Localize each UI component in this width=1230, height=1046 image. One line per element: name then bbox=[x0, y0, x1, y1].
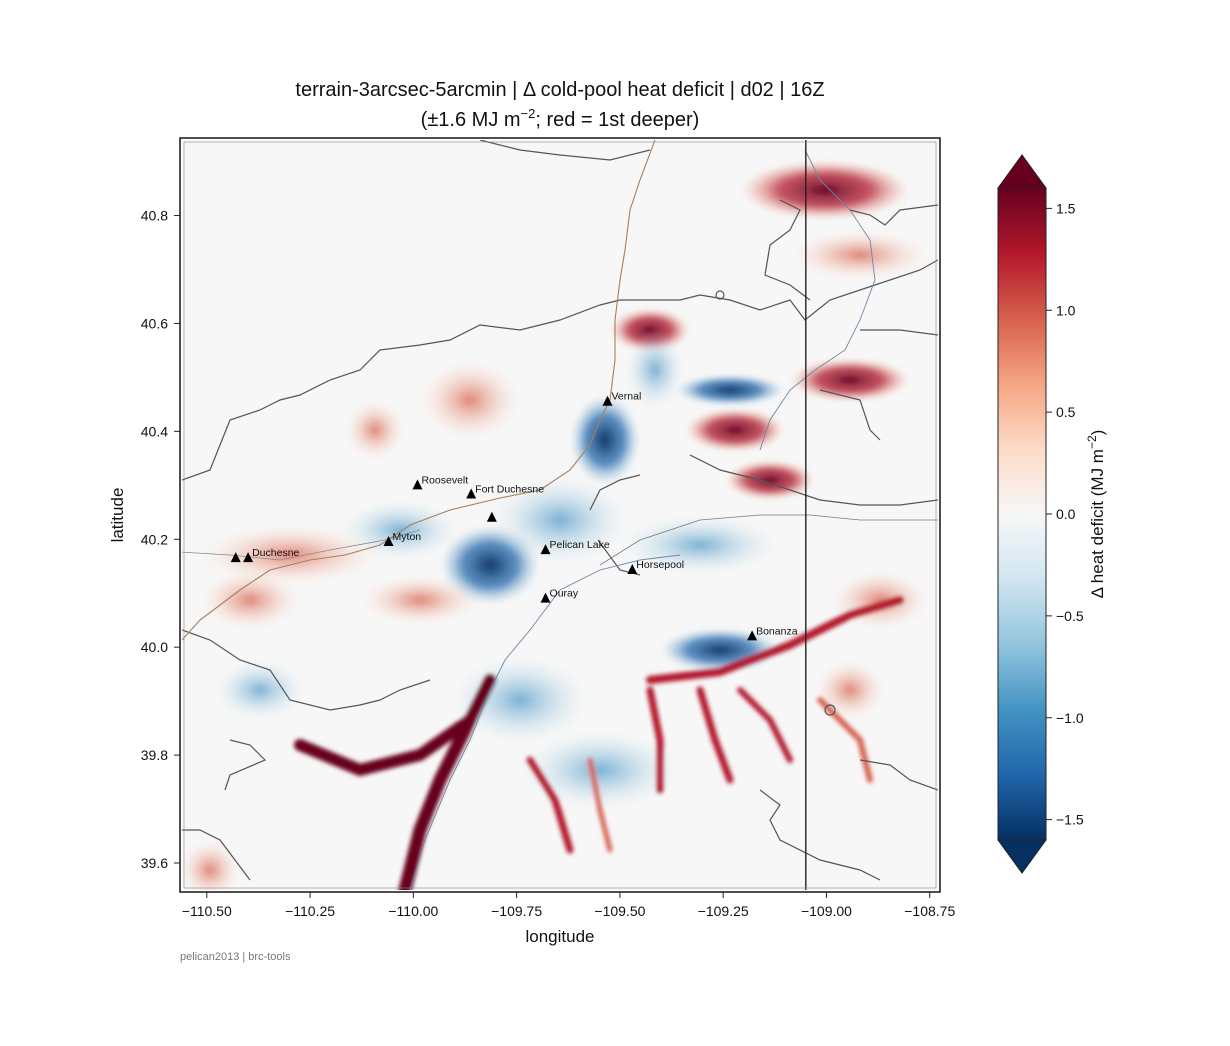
station-marker bbox=[540, 544, 551, 555]
x-tick-label: −110.50 bbox=[182, 903, 232, 919]
station-label: Horsepool bbox=[636, 559, 684, 571]
station-marker bbox=[540, 592, 551, 603]
chart-title: terrain-3arcsec-5arcmin | Δ cold-pool he… bbox=[295, 79, 824, 101]
colorbar-tick-label: −1.5 bbox=[1056, 812, 1084, 828]
y-axis: 40.8 40.6 40.4 40.2 40.0 39.8 39.6 bbox=[141, 208, 180, 871]
colorbar-tick-label: 0.0 bbox=[1056, 506, 1076, 522]
y-tick-label: 40.2 bbox=[141, 531, 168, 547]
station-marker bbox=[747, 630, 758, 641]
colorbar-tick-label: −0.5 bbox=[1056, 608, 1084, 624]
x-tick-label: −109.25 bbox=[698, 903, 749, 919]
station-marker bbox=[466, 488, 477, 499]
map-panel: Duchesne Myton Roosevelt Fort Duchesne Pelic… bbox=[179, 137, 941, 893]
heat-deficit-field bbox=[182, 140, 938, 890]
station-marker bbox=[486, 511, 497, 522]
station-label: Myton bbox=[393, 531, 422, 543]
credit-text: pelican2013 | brc-tools bbox=[180, 951, 291, 963]
colorbar-ticks: 1.5 1.0 0.5 0.0 −0.5 −1.0 −1.5 bbox=[1046, 200, 1084, 828]
station-label: Vernal bbox=[612, 391, 642, 403]
y-axis-label: latitude bbox=[108, 488, 127, 543]
map-inner-frame bbox=[183, 141, 937, 889]
station-marker bbox=[243, 552, 254, 563]
colorbar-tick-label: −1.0 bbox=[1056, 710, 1084, 726]
station-label: Duchesne bbox=[252, 547, 299, 559]
y-tick-label: 39.6 bbox=[141, 855, 168, 871]
y-tick-label: 40.6 bbox=[141, 315, 168, 331]
colorbar-tick-label: 1.0 bbox=[1056, 302, 1076, 318]
station-marker bbox=[602, 395, 613, 406]
x-tick-label: −108.75 bbox=[904, 903, 955, 919]
colorbar-tick-label: 1.5 bbox=[1056, 200, 1076, 216]
x-axis-label: longitude bbox=[525, 927, 594, 946]
roads-rivers bbox=[182, 140, 938, 890]
station-marker bbox=[627, 564, 638, 575]
colorbar-tick-label: 0.5 bbox=[1056, 404, 1076, 420]
map-frame bbox=[179, 137, 941, 893]
colorbar-extend-max bbox=[997, 154, 1047, 189]
x-axis: −110.50 −110.25 −110.00 −109.75 −109.50 −109.… bbox=[182, 892, 955, 919]
station-marker bbox=[230, 552, 241, 563]
x-tick-label: −109.50 bbox=[594, 903, 645, 919]
chart-subtitle: (±1.6 MJ m−2; red = 1st deeper) bbox=[421, 106, 700, 131]
x-tick-label: −109.00 bbox=[801, 903, 852, 919]
station-label: Pelican Lake bbox=[550, 539, 610, 551]
station-label: Bonanza bbox=[756, 625, 798, 637]
station-label: Ouray bbox=[550, 588, 579, 600]
colorbar: 1.5 1.0 0.5 0.0 −0.5 −1.0 −1.5 Δ heat deficit … bbox=[997, 154, 1107, 874]
colorbar-body bbox=[998, 188, 1046, 840]
colorbar-label: Δ heat deficit (MJ m−2) bbox=[1085, 430, 1107, 599]
station-marker bbox=[383, 535, 394, 546]
station-label: Fort Duchesne bbox=[475, 483, 544, 495]
y-tick-label: 40.0 bbox=[141, 639, 168, 655]
colorbar-extend-min bbox=[997, 839, 1047, 874]
x-tick-label: −110.00 bbox=[388, 903, 438, 919]
y-tick-label: 40.8 bbox=[141, 208, 168, 224]
station-marker bbox=[412, 479, 423, 490]
stations-layer: Duchesne Myton Roosevelt Fort Duchesne Pelic… bbox=[230, 391, 798, 641]
y-tick-label: 40.4 bbox=[141, 423, 168, 439]
x-tick-label: −110.25 bbox=[285, 903, 335, 919]
y-tick-label: 39.8 bbox=[141, 747, 168, 763]
station-label: Roosevelt bbox=[421, 474, 468, 486]
x-tick-label: −109.75 bbox=[491, 903, 542, 919]
